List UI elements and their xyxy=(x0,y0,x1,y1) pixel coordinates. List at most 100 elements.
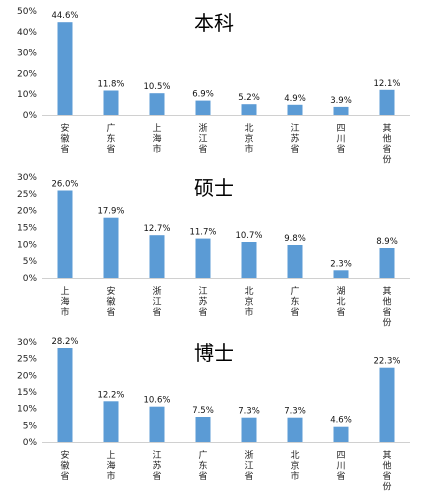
bar-6 xyxy=(287,245,303,278)
category-label: 江苏省 xyxy=(290,123,299,155)
bar-3 xyxy=(149,93,165,115)
category-label: 其他省份 xyxy=(382,286,391,329)
chart-2: 0% 5% 10% 15% 20% 25% 30% 26.0% 上海市 17.9% 安徽省 12.7%… xyxy=(17,173,410,329)
data-label: 6.9% xyxy=(192,90,214,100)
bar-3 xyxy=(149,406,165,442)
y-tick-label: 10% xyxy=(17,90,37,100)
data-label: 10.6% xyxy=(143,396,170,406)
data-label: 2.3% xyxy=(330,259,352,269)
chart-title: 硕士 xyxy=(194,176,234,200)
y-tick-label: 5% xyxy=(23,421,38,431)
category-label: 江苏省 xyxy=(152,450,161,482)
category-label: 北京市 xyxy=(244,123,253,155)
category-label: 浙江省 xyxy=(198,122,207,155)
category-label: 广东省 xyxy=(106,122,115,155)
bar-7 xyxy=(333,426,349,442)
category-label: 广东省 xyxy=(290,285,299,318)
data-label: 3.9% xyxy=(330,96,352,106)
y-tick-label: 0% xyxy=(23,274,38,284)
bar-3 xyxy=(149,235,165,278)
chart-title: 博士 xyxy=(194,341,234,365)
data-label: 4.9% xyxy=(284,94,306,104)
data-label: 7.5% xyxy=(192,406,214,416)
bar-1 xyxy=(57,190,73,278)
y-tick-label: 0% xyxy=(23,438,38,448)
y-tick-label: 10% xyxy=(17,240,37,250)
y-tick-label: 20% xyxy=(17,69,37,79)
category-label: 广东省 xyxy=(198,449,207,482)
y-tick-label: 30% xyxy=(17,49,37,59)
bar-7 xyxy=(333,270,349,278)
bar-7 xyxy=(333,106,349,115)
category-label: 四川省 xyxy=(336,451,345,482)
y-tick-label: 25% xyxy=(17,355,37,365)
data-label: 9.8% xyxy=(284,234,306,244)
data-label: 28.2% xyxy=(51,337,78,347)
y-tick-label: 25% xyxy=(17,190,37,200)
bar-4 xyxy=(195,238,211,278)
category-label: 安徽省 xyxy=(60,122,69,155)
chart-1: 0% 10% 20% 30% 40% 50% 44.6% 安徽省 11.8% 广东省 10.5% 上海… xyxy=(17,7,410,166)
bar-2 xyxy=(103,401,119,442)
y-tick-label: 0% xyxy=(23,111,38,121)
data-label: 5.2% xyxy=(238,93,260,103)
data-label: 12.7% xyxy=(143,224,170,234)
bar-5 xyxy=(241,242,257,278)
category-label: 安徽省 xyxy=(60,449,69,482)
category-label: 北京市 xyxy=(290,450,299,482)
data-label: 10.5% xyxy=(143,82,170,92)
y-tick-label: 10% xyxy=(17,405,37,415)
category-label: 浙江省 xyxy=(244,449,253,482)
bar-4 xyxy=(195,100,211,115)
data-label: 8.9% xyxy=(376,237,398,247)
y-tick-label: 30% xyxy=(17,173,37,183)
y-tick-label: 5% xyxy=(23,257,38,267)
bar-5 xyxy=(241,104,257,115)
data-label: 4.6% xyxy=(330,416,352,426)
data-label: 11.7% xyxy=(189,228,216,238)
y-tick-label: 20% xyxy=(17,371,37,381)
category-label: 北京市 xyxy=(244,286,253,318)
y-tick-label: 15% xyxy=(17,224,37,234)
chart-title: 本科 xyxy=(194,11,234,35)
bar-8 xyxy=(379,89,395,115)
data-label: 26.0% xyxy=(51,179,78,189)
category-label: 江苏省 xyxy=(198,286,207,318)
y-tick-label: 50% xyxy=(17,7,37,17)
y-tick-label: 40% xyxy=(17,28,37,38)
data-label: 17.9% xyxy=(97,207,124,217)
category-label: 其他省份 xyxy=(382,123,391,166)
data-label: 10.7% xyxy=(235,231,262,241)
category-label: 其他省份 xyxy=(382,450,391,493)
category-label: 上海市 xyxy=(152,123,161,155)
data-label: 44.6% xyxy=(51,11,78,21)
category-label: 上海市 xyxy=(106,450,115,482)
y-tick-label: 30% xyxy=(17,338,37,348)
bar-8 xyxy=(379,367,395,442)
bar-6 xyxy=(287,104,303,115)
data-label: 22.3% xyxy=(373,357,400,367)
bar-2 xyxy=(103,217,119,278)
category-label: 安徽省 xyxy=(106,285,115,318)
category-label: 上海市 xyxy=(60,286,69,318)
bar-4 xyxy=(195,417,211,442)
data-label: 11.8% xyxy=(97,79,124,89)
data-label: 12.2% xyxy=(97,390,124,400)
data-label: 12.1% xyxy=(373,79,400,89)
bar-2 xyxy=(103,90,119,115)
category-label: 湖北省 xyxy=(336,286,345,318)
y-tick-label: 20% xyxy=(17,207,37,217)
bar-5 xyxy=(241,417,257,442)
bar-6 xyxy=(287,417,303,442)
chart-3: 0% 5% 10% 15% 20% 25% 30% 28.2% 安徽省 12.2% 上海市 10.6%… xyxy=(17,337,410,493)
data-label: 7.3% xyxy=(284,407,306,417)
bar-8 xyxy=(379,248,395,278)
category-label: 浙江省 xyxy=(152,285,161,318)
data-label: 7.3% xyxy=(238,407,260,417)
category-label: 四川省 xyxy=(336,124,345,155)
bar-1 xyxy=(57,348,73,442)
bar-1 xyxy=(57,22,73,116)
y-tick-label: 15% xyxy=(17,388,37,398)
